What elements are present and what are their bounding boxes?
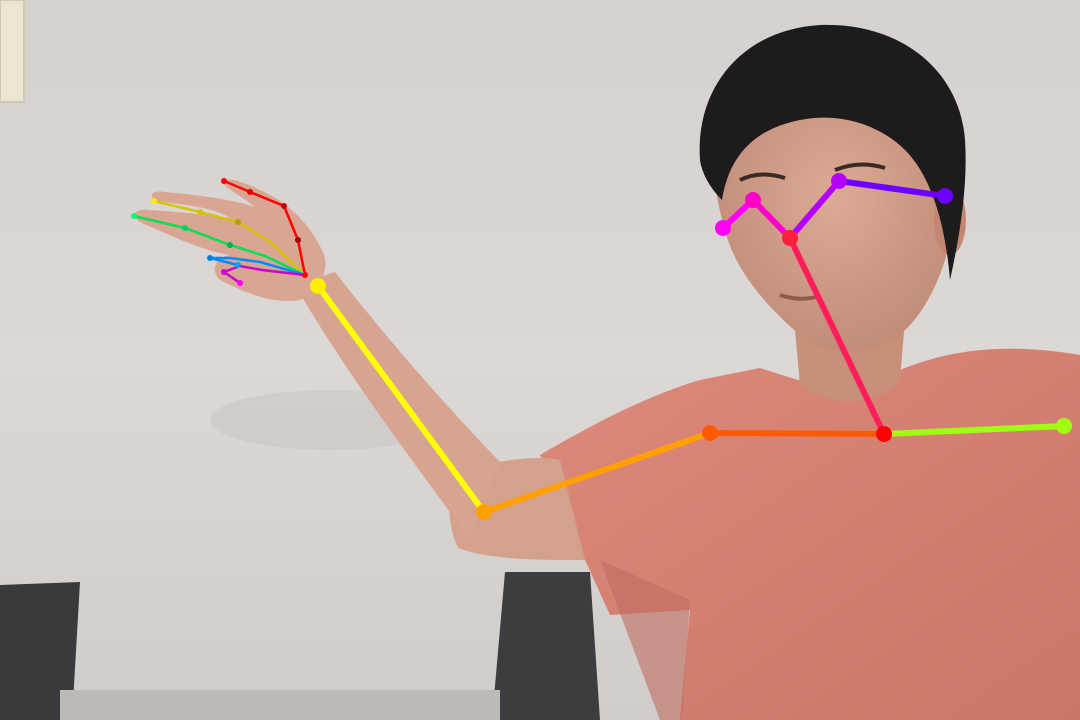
- bone-left-eye-ear: [836, 178, 948, 199]
- floor-edge: [60, 690, 500, 720]
- hand-joint: [182, 225, 188, 231]
- bone-nose-left-eye: [787, 178, 842, 241]
- shirt: [540, 348, 1080, 720]
- hand-joint: [197, 209, 203, 215]
- shirt-fold: [600, 560, 690, 720]
- hand-joint: [295, 237, 301, 243]
- joint-right-eye: [745, 192, 761, 208]
- finger-thumb: [223, 179, 307, 276]
- bone-neck-right-shoulder: [707, 430, 887, 437]
- left-chair: [0, 582, 80, 720]
- picture-frame: [0, 0, 25, 103]
- hand-joint: [247, 189, 253, 195]
- hand-joint: [237, 280, 243, 286]
- joint-nose: [782, 230, 798, 246]
- joint-neck: [876, 426, 892, 442]
- center-chair: [492, 572, 600, 720]
- joint-right-wrist: [310, 278, 326, 294]
- bone-right-elbow-wrist: [315, 283, 487, 515]
- joint-right-ear: [715, 220, 731, 236]
- hand-joint: [131, 213, 137, 219]
- face: [714, 71, 956, 352]
- hand-joint: [221, 269, 227, 275]
- bone-neck-left-shoulder: [881, 423, 1067, 437]
- forearm: [295, 272, 500, 540]
- brow-left: [739, 172, 786, 182]
- bone-nose-neck: [787, 235, 887, 437]
- joint-right-elbow: [476, 504, 492, 520]
- finger-ring: [209, 256, 306, 277]
- hand-joint: [151, 198, 157, 204]
- hand-joint: [221, 178, 227, 184]
- hand-joint: [235, 262, 241, 268]
- joint-right-shoulder: [702, 425, 718, 441]
- hand-joint: [281, 203, 287, 209]
- joint-left-ear: [937, 188, 953, 204]
- joint-left-shoulder: [1056, 418, 1072, 434]
- bone-nose-right-eye: [750, 197, 793, 241]
- hand-joint: [207, 255, 213, 261]
- bone-right-shoulder-elbow: [481, 430, 713, 515]
- joint-left-eye: [831, 173, 847, 189]
- hand-joint: [235, 219, 241, 225]
- finger-middle: [133, 214, 306, 277]
- hand-joint: [227, 242, 233, 248]
- hair: [699, 24, 966, 281]
- brow-right: [834, 162, 886, 172]
- hand-joint: [302, 272, 308, 278]
